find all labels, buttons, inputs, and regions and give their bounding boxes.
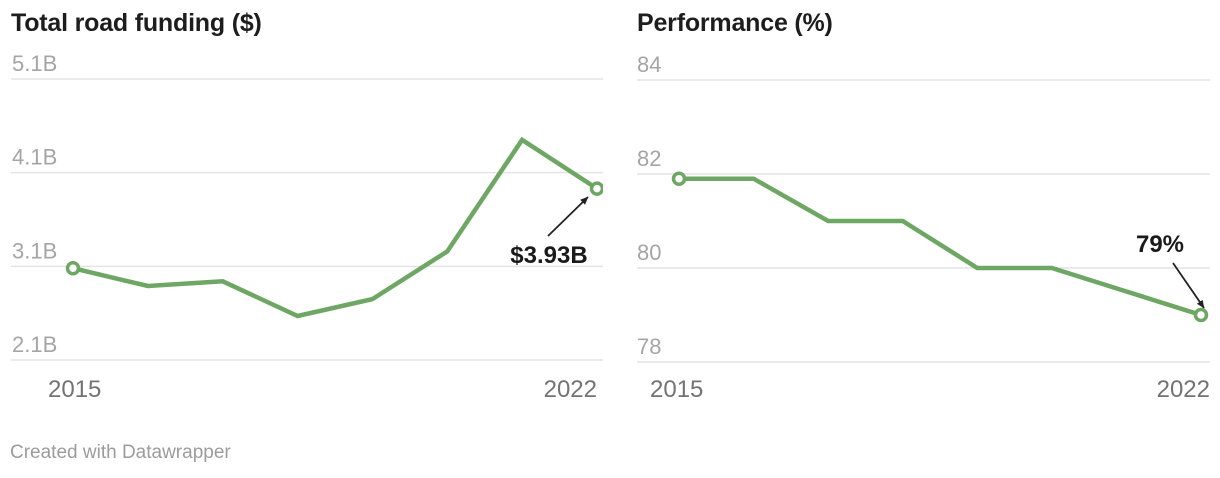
x-tick-label-first: 2015 bbox=[650, 376, 703, 403]
series-line bbox=[679, 176, 1202, 318]
y-tick-label: 78 bbox=[637, 334, 661, 359]
y-tick-label: 2.1B bbox=[12, 332, 57, 357]
x-tick-label-first: 2015 bbox=[48, 376, 101, 403]
y-tick-label: 82 bbox=[637, 146, 661, 171]
y-tick-label: 80 bbox=[637, 240, 661, 265]
chart-title-left: Total road funding ($) bbox=[11, 9, 262, 37]
y-tick-label: 84 bbox=[637, 52, 661, 77]
series-line bbox=[72, 136, 599, 319]
point-marker bbox=[589, 181, 603, 196]
x-tick-label-last: 2022 bbox=[1157, 376, 1210, 403]
datawrapper-credit: Created with Datawrapper bbox=[10, 442, 231, 463]
x-tick-label-last: 2022 bbox=[544, 376, 597, 403]
annotation-arrow bbox=[1172, 262, 1205, 309]
annotation-label: 79% bbox=[1136, 231, 1184, 258]
plot-svg-left: 5.1B 4.1B 3.1B 2.1B $3.93B 2015 2022 bbox=[11, 51, 603, 403]
chart-title-right: Performance (%) bbox=[637, 9, 833, 37]
y-tick-label: 4.1B bbox=[12, 145, 57, 170]
y-tick-label: 5.1B bbox=[12, 51, 57, 76]
point-marker bbox=[1193, 307, 1209, 323]
point-marker bbox=[671, 171, 687, 186]
y-tick-label: 3.1B bbox=[12, 238, 57, 263]
annotation-label: $3.93B bbox=[510, 242, 587, 269]
plot-svg-right: 84 82 80 78 79% 2015 2022 bbox=[637, 52, 1210, 403]
annotation-arrow bbox=[547, 196, 589, 237]
point-marker bbox=[65, 260, 81, 276]
